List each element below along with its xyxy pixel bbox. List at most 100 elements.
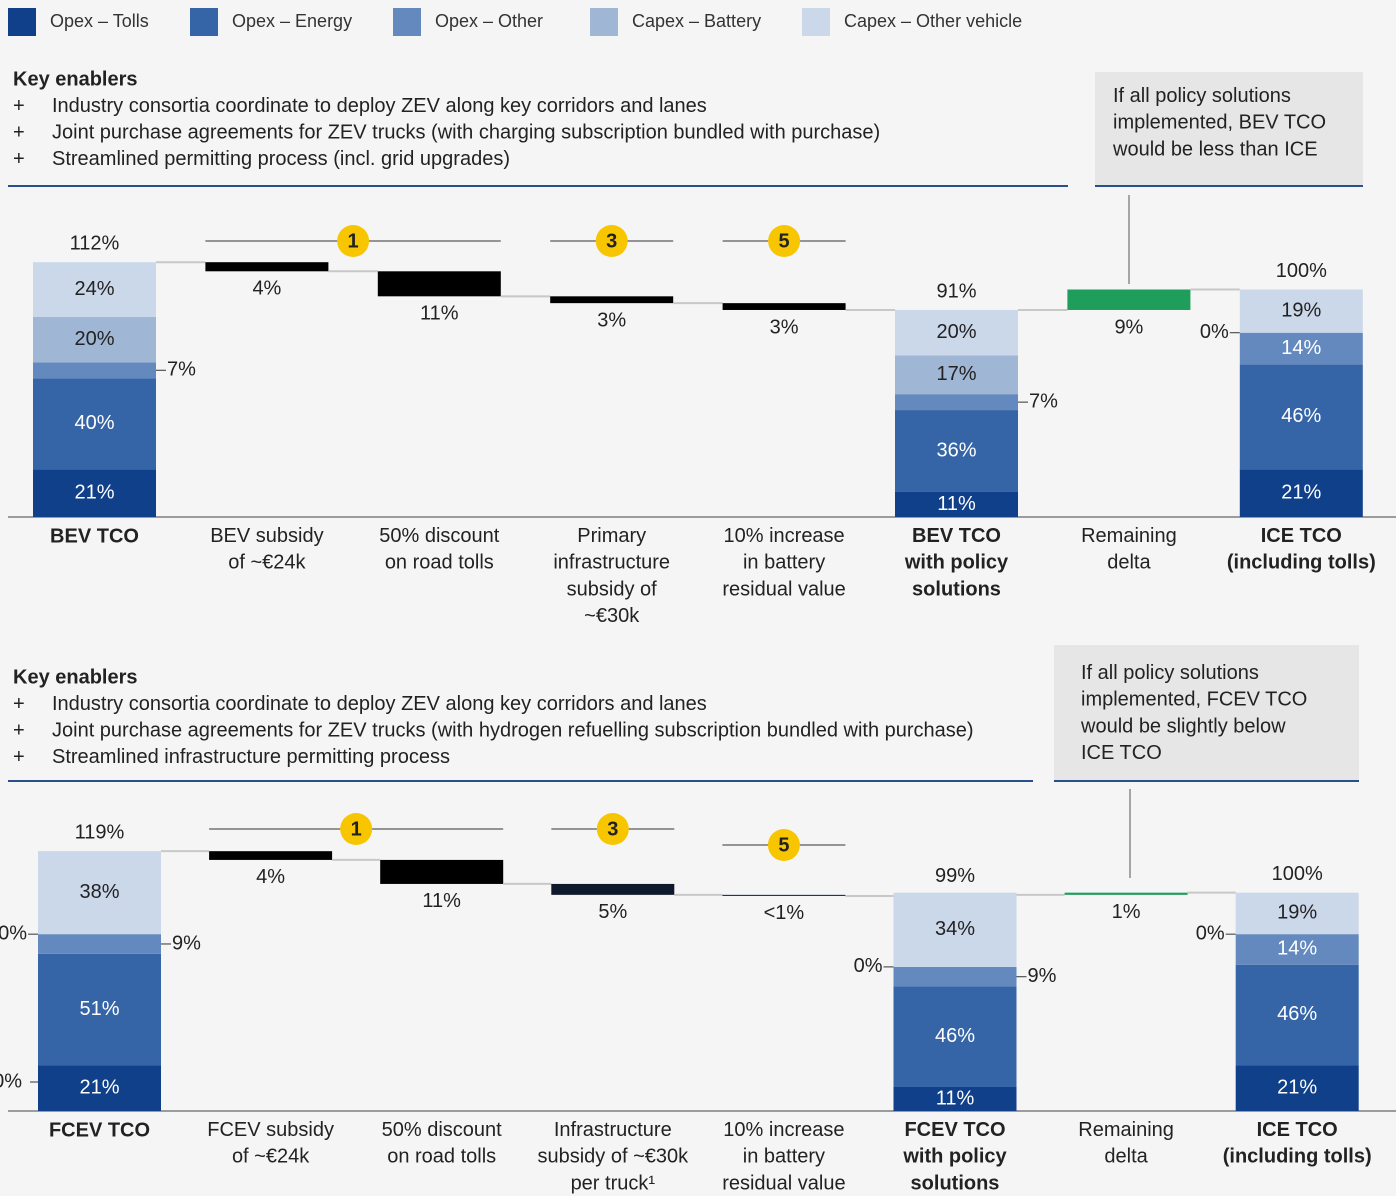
segment	[1239, 332, 1363, 365]
segment	[1239, 289, 1363, 333]
category-label: FCEV TCO	[49, 1119, 150, 1141]
segment	[38, 851, 161, 935]
step-bar	[209, 851, 333, 860]
category-label: 50% discount on road tolls	[382, 1119, 503, 1168]
segment-label: 11%	[937, 493, 976, 515]
segment	[1235, 892, 1359, 935]
segment	[893, 892, 1017, 967]
callout-box	[1095, 72, 1363, 186]
segment-label: 0%	[0, 922, 27, 944]
segment-label: 36%	[936, 439, 976, 461]
total-label: 119%	[75, 821, 125, 843]
category-label: BEV subsidy of ~€24k	[210, 525, 323, 574]
segment-label: 9%	[1028, 965, 1057, 987]
enabler: Industry consortia coordinate to deploy …	[52, 693, 707, 715]
segment	[895, 491, 1018, 517]
total-label: 99%	[935, 865, 975, 887]
enabler: Joint purchase agreements for ZEV trucks…	[52, 719, 974, 741]
step-label: 11%	[420, 303, 459, 325]
total-label: 91%	[936, 280, 976, 302]
category-label: 10% increase in battery residual value	[722, 525, 845, 600]
step-bar	[551, 883, 675, 895]
category-label: Primary infrastructure subsidy of ~€30k	[553, 525, 670, 627]
marker-label: 3	[606, 230, 617, 252]
step-label: 4%	[252, 278, 281, 300]
enabler: Industry consortia coordinate to deploy …	[52, 95, 707, 117]
segment-label: 20%	[936, 321, 976, 343]
legend-swatch	[8, 8, 36, 36]
marker-label: 5	[779, 230, 790, 252]
bullet: +	[13, 95, 25, 117]
segment-label: 19%	[1281, 299, 1321, 321]
step-bar	[205, 262, 329, 272]
segment-label: 14%	[1277, 938, 1317, 960]
legend-swatch	[393, 8, 421, 36]
segment-label: 34%	[935, 918, 975, 940]
step-bar	[550, 296, 674, 304]
segment	[1235, 934, 1359, 965]
callout-text: If all policy solutions implemented, FCEV…	[1080, 662, 1307, 764]
step-label: 5%	[598, 901, 627, 923]
annotation: 0%	[0, 1070, 22, 1092]
legend-label: Capex – Battery	[632, 11, 761, 31]
segment	[33, 469, 156, 517]
category-label: Infrastructure subsidy of ~€30k per truck¹	[537, 1119, 689, 1194]
total-label: 112%	[70, 232, 120, 254]
category-label: Remaining delta	[1081, 525, 1177, 574]
enabler: Joint purchase agreements for ZEV trucks…	[52, 121, 880, 143]
marker-badge	[595, 225, 628, 257]
bullet: +	[13, 719, 25, 741]
legend-swatch	[190, 8, 218, 36]
segment	[895, 355, 1018, 395]
marker-badge	[767, 829, 800, 861]
enablers-title: Key enablers	[13, 68, 138, 90]
segment-label: 19%	[1277, 902, 1317, 924]
step-label: 9%	[1114, 316, 1143, 338]
segment-label: 40%	[74, 412, 114, 434]
segment-label: 51%	[79, 998, 119, 1020]
step-bar	[722, 303, 846, 310]
segment	[893, 966, 1017, 987]
bullet: +	[13, 148, 25, 170]
segment-label: 11%	[936, 1087, 975, 1109]
segment-label: 9%	[172, 932, 201, 954]
step-bar	[377, 271, 501, 297]
marker-label: 3	[607, 818, 618, 840]
callout-box	[1054, 645, 1359, 781]
legend-swatch	[590, 8, 618, 36]
segment-label: 17%	[936, 363, 976, 385]
step-label: 3%	[597, 309, 626, 331]
segment	[38, 934, 161, 954]
category-label: ICE TCO (including tolls)	[1223, 1119, 1372, 1168]
step-bar	[380, 859, 504, 884]
segment	[38, 953, 161, 1066]
category-label: FCEV TCO with policy solutions	[902, 1119, 1007, 1194]
enablers-title: Key enablers	[13, 666, 138, 688]
step-label: 4%	[256, 866, 285, 888]
bullet: +	[13, 746, 25, 768]
segment	[33, 316, 156, 363]
bullet: +	[13, 693, 25, 715]
legend-label: Opex – Energy	[232, 11, 352, 31]
category-label: Remaining delta	[1078, 1119, 1174, 1168]
segment	[1235, 964, 1359, 1066]
segment-label: 7%	[1029, 390, 1058, 412]
segment-label: 38%	[79, 881, 119, 903]
category-label: 10% increase in battery residual value	[722, 1119, 845, 1194]
step-bar	[722, 894, 846, 896]
segment-label: 46%	[1281, 405, 1321, 427]
segment	[33, 378, 156, 470]
step-label: 1%	[1112, 901, 1141, 923]
segment-label: 46%	[1277, 1003, 1317, 1025]
marker-badge	[340, 813, 373, 845]
legend-label: Opex – Tolls	[50, 11, 149, 31]
total-label: 100%	[1272, 863, 1323, 885]
segment	[1235, 1065, 1359, 1111]
segment	[33, 362, 156, 379]
segment	[38, 1065, 161, 1111]
segment-label: 7%	[167, 359, 196, 381]
legend-label: Capex – Other vehicle	[844, 11, 1022, 31]
marker-label: 5	[778, 834, 789, 856]
segment-label: 0%	[1196, 922, 1225, 944]
